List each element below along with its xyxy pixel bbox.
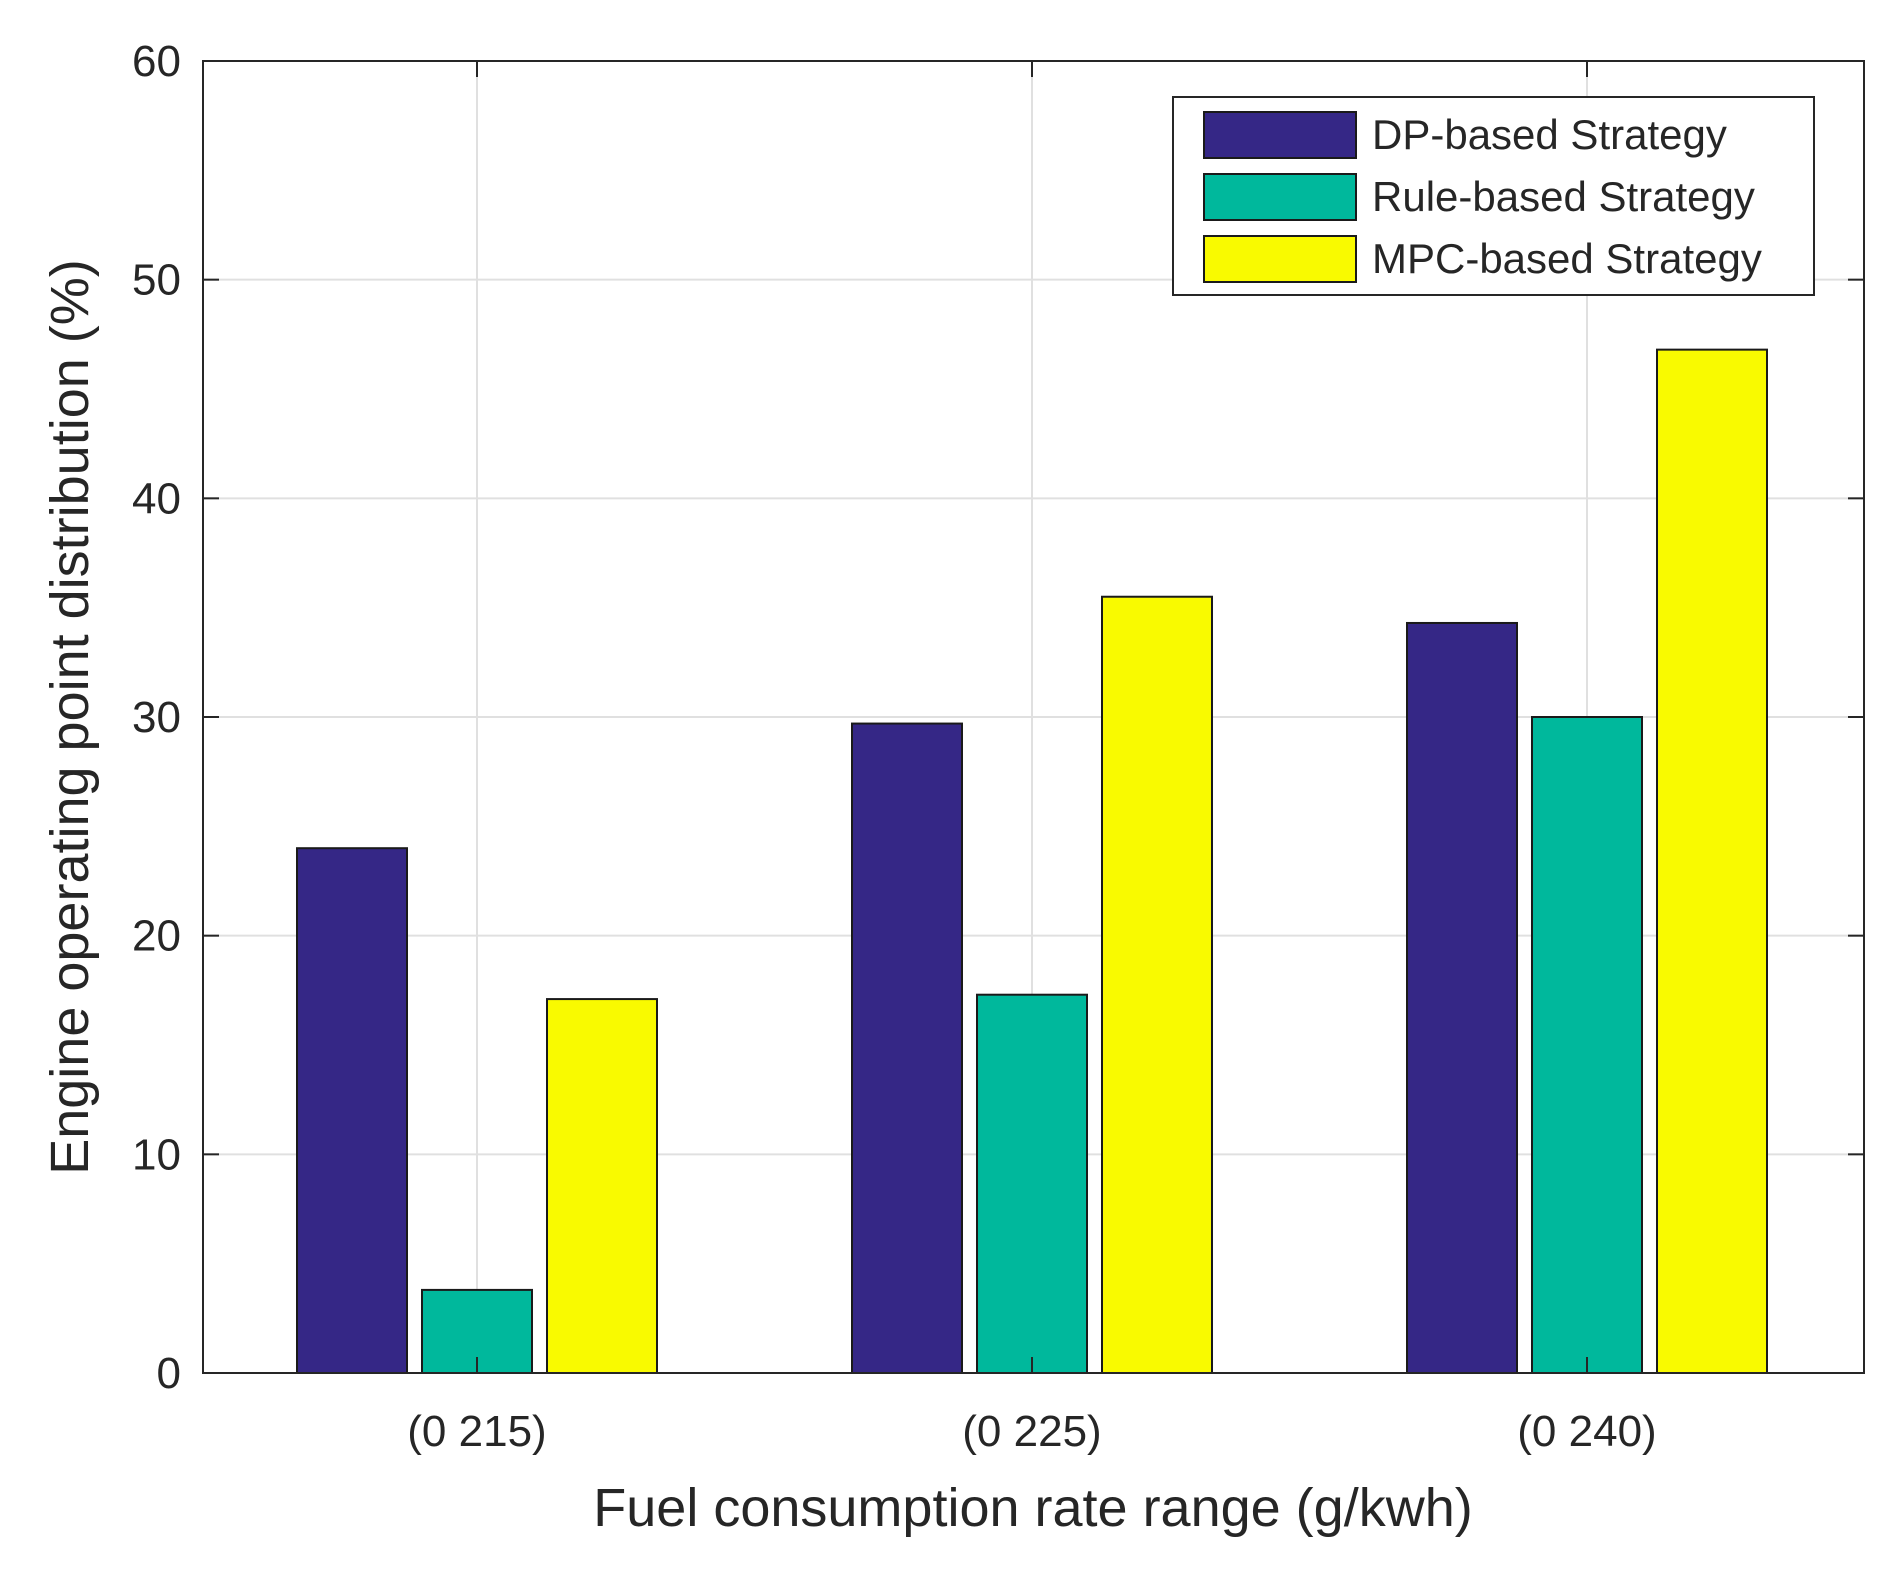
x-tick-label: (0 225) <box>962 1407 1101 1456</box>
y-axis-ticks: 0 10 20 30 40 50 60 <box>132 37 1864 1398</box>
grid-lines <box>203 61 1864 1373</box>
bar-mpc-based-strategy-2 <box>1656 348 1768 1374</box>
y-axis-label: Engine operating point distribution (%) <box>40 259 100 1175</box>
bar-rule-based-strategy-1 <box>976 993 1088 1374</box>
x-axis-ticks: (0 215) (0 225) (0 240) <box>407 61 1657 1456</box>
bar-dp-based-strategy-0 <box>296 847 408 1374</box>
legend-label: MPC-based Strategy <box>1372 235 1762 282</box>
y-tick-label: 50 <box>132 256 181 305</box>
legend-label: Rule-based Strategy <box>1372 173 1755 220</box>
y-tick-label: 10 <box>132 1130 181 1179</box>
y-tick-label: 60 <box>132 37 181 86</box>
legend-swatch <box>1203 111 1357 159</box>
bar-mpc-based-strategy-0 <box>546 998 658 1375</box>
legend-label: DP-based Strategy <box>1372 111 1727 158</box>
legend-swatch <box>1203 173 1357 221</box>
bar-mpc-based-strategy-1 <box>1101 595 1213 1374</box>
bar-rule-based-strategy-2 <box>1531 716 1643 1374</box>
bar-dp-based-strategy-1 <box>851 722 963 1374</box>
x-tick-label: (0 240) <box>1517 1407 1656 1456</box>
legend-swatch <box>1203 235 1357 283</box>
bar-dp-based-strategy-2 <box>1406 621 1518 1374</box>
y-tick-label: 20 <box>132 912 181 961</box>
x-axis-label: Fuel consumption rate range (g/kwh) <box>593 1478 1472 1538</box>
y-tick-label: 30 <box>132 693 181 742</box>
y-tick-label: 0 <box>157 1349 181 1398</box>
legend: DP-based Strategy Rule-based Strategy MPC-… <box>1172 96 1815 296</box>
x-tick-label: (0 215) <box>407 1407 546 1456</box>
y-tick-label: 40 <box>132 474 181 523</box>
